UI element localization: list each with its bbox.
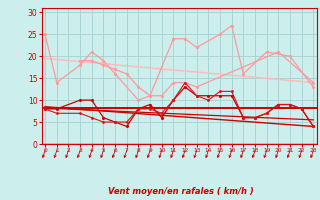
Text: Vent moyen/en rafales ( km/h ): Vent moyen/en rafales ( km/h ) <box>108 187 254 196</box>
